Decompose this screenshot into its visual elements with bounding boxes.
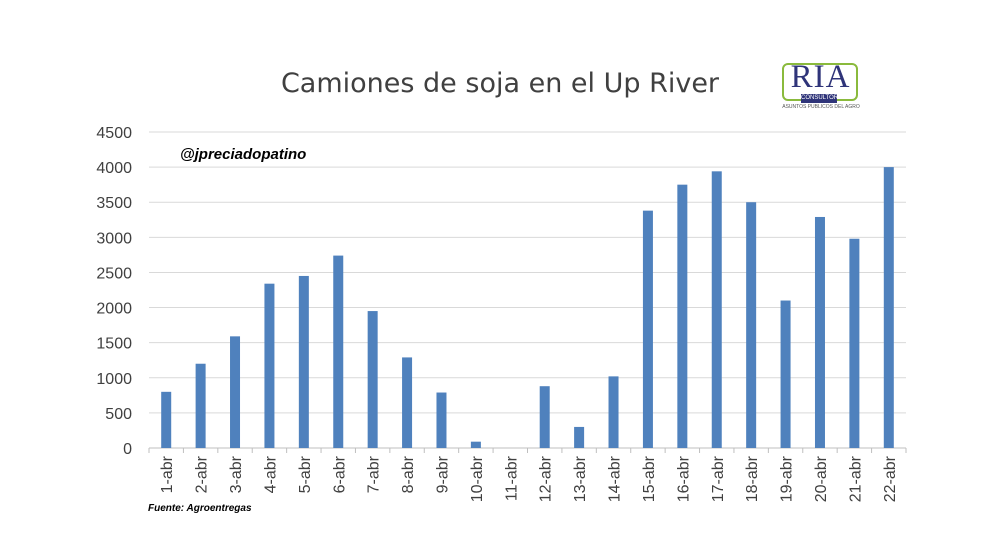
x-tick-label: 20-abr (813, 455, 830, 502)
x-tick-label: 2-abr (194, 455, 211, 493)
x-tick-label: 16-abr (675, 455, 692, 502)
bar (849, 238, 860, 448)
bar (574, 426, 585, 448)
bars (161, 167, 894, 448)
y-tick-label: 2500 (96, 265, 132, 282)
y-tick-label: 1000 (96, 371, 132, 388)
x-tick-label: 21-abr (847, 455, 864, 502)
x-tick-label: 8-abr (400, 455, 417, 493)
bar (539, 386, 550, 448)
x-tick-label: 14-abr (607, 455, 624, 502)
bar (883, 167, 894, 448)
gridlines (149, 131, 906, 449)
y-tick-label: 4000 (96, 160, 132, 177)
y-tick-label: 2000 (96, 301, 132, 318)
bar (711, 171, 722, 448)
bar (402, 357, 413, 448)
bar (298, 275, 309, 448)
x-tick-label: 22-abr (882, 455, 899, 502)
x-tick-label: 6-abr (331, 455, 348, 493)
x-tick-label: 11-abr (503, 455, 520, 501)
author-handle: @jpreciadopatino (180, 146, 307, 163)
x-tick-label: 18-abr (744, 455, 761, 502)
x-tick-label: 15-abr (641, 455, 658, 502)
y-axis: 0 500 1000 1500 2000 2500 3000 3500 4000 4500 (96, 125, 132, 458)
y-tick-label: 500 (105, 406, 132, 423)
bar (333, 255, 344, 448)
x-axis: 1-abr 2-abr 3-abr 4-abr 5-abr 6-abr 7-abr 8-abr… (148, 448, 907, 502)
bar (367, 311, 378, 448)
x-tick-label: 4-abr (262, 455, 279, 493)
x-tick-label: 19-abr (779, 455, 796, 502)
y-tick-label: 3000 (96, 230, 132, 247)
bar (746, 202, 757, 448)
logo-text: RIA (790, 59, 851, 95)
x-tick-label: 5-abr (297, 455, 314, 493)
x-tick-label: 10-abr (469, 455, 486, 502)
x-tick-label: 7-abr (366, 455, 383, 493)
bar (264, 283, 275, 448)
bar (230, 336, 241, 448)
x-tick-label: 3-abr (228, 455, 245, 493)
y-tick-label: 4500 (96, 125, 132, 142)
bar (677, 184, 688, 448)
chart-title: Camiones de soja en el Up River (280, 68, 720, 99)
bar (814, 216, 825, 448)
x-tick-label: 13-abr (572, 455, 589, 502)
bar (195, 363, 206, 448)
ria-logo: RIA CONSULTORES ASUNTOS PUBLICOS DEL AGR… (778, 59, 864, 115)
logo-band: CONSULTORES (801, 94, 847, 103)
bar (608, 376, 619, 448)
y-tick-label: 3500 (96, 195, 132, 212)
bar (780, 300, 791, 448)
x-tick-label: 12-abr (538, 455, 555, 502)
bar (436, 392, 447, 448)
x-tick-label: 9-abr (434, 455, 451, 493)
bar (642, 210, 653, 448)
logo-tagline: ASUNTOS PUBLICOS DEL AGRO (782, 104, 860, 110)
y-tick-label: 1500 (96, 336, 132, 353)
source-note: Fuente: Agroentregas (148, 503, 252, 514)
y-tick-label: 0 (123, 441, 132, 458)
bar (470, 441, 481, 448)
x-tick-label: 1-abr (159, 455, 176, 493)
bar (161, 391, 172, 448)
x-tick-label: 17-abr (710, 455, 727, 502)
